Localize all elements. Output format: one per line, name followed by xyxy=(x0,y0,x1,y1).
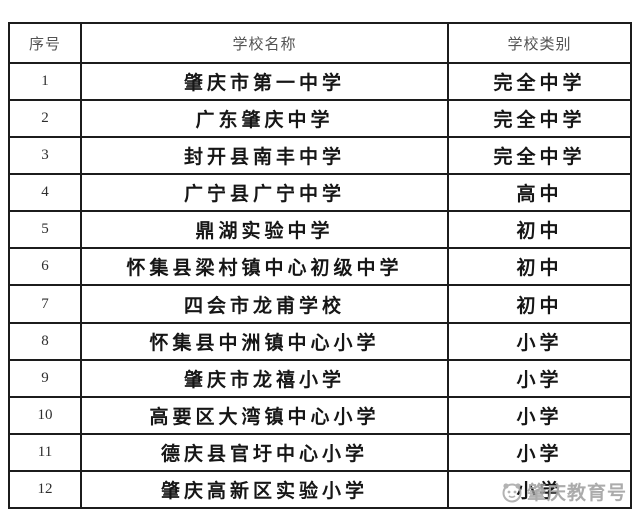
school-category-cell: 完全中学 xyxy=(447,99,632,139)
school-name-cell: 德庆县官圩中心小学 xyxy=(80,432,449,472)
row-number-cell: 5 xyxy=(8,210,82,250)
row-number-cell: 3 xyxy=(8,136,82,176)
school-category-cell: 小学 xyxy=(447,358,632,398)
table-row: 8 怀集县中洲镇中心小学 小学 xyxy=(8,321,632,361)
school-name-cell: 四会市龙甫学校 xyxy=(80,284,449,324)
school-name-cell: 广东肇庆中学 xyxy=(80,99,449,139)
school-name-cell: 鼎湖实验中学 xyxy=(80,210,449,250)
row-number-cell: 9 xyxy=(8,358,82,398)
school-category-cell: 完全中学 xyxy=(447,61,632,102)
table-row: 11 德庆县官圩中心小学 小学 xyxy=(8,432,632,472)
row-number-cell: 12 xyxy=(8,469,82,510)
table-row: 5 鼎湖实验中学 初中 xyxy=(8,210,632,250)
school-category-cell: 完全中学 xyxy=(447,136,632,176)
school-table: 序号 学校名称 学校类别 1 肇庆市第一中学 完全中学 2 广东肇庆中学 完全中学 3 封开县… xyxy=(8,22,632,510)
table-row: 4 广宁县广宁中学 高中 xyxy=(8,173,632,213)
table-row: 12 肇庆高新区实验小学 小学 xyxy=(8,469,632,510)
school-category-cell: 初中 xyxy=(447,210,632,250)
school-category-cell: 小学 xyxy=(447,469,632,510)
row-number-cell: 11 xyxy=(8,432,82,472)
school-name-cell: 广宁县广宁中学 xyxy=(80,173,449,213)
row-number-cell: 6 xyxy=(8,247,82,287)
header-row: 序号 学校名称 学校类别 xyxy=(8,22,632,64)
table-row: 9 肇庆市龙禧小学 小学 xyxy=(8,358,632,398)
table-row: 3 封开县南丰中学 完全中学 xyxy=(8,136,632,176)
row-number-cell: 10 xyxy=(8,395,82,435)
table-row: 6 怀集县梁村镇中心初级中学 初中 xyxy=(8,247,632,287)
table-row: 1 肇庆市第一中学 完全中学 xyxy=(8,61,632,102)
column-header-num: 序号 xyxy=(8,22,82,64)
table-row: 10 高要区大湾镇中心小学 小学 xyxy=(8,395,632,435)
school-category-cell: 小学 xyxy=(447,432,632,472)
row-number-cell: 4 xyxy=(8,173,82,213)
school-category-cell: 初中 xyxy=(447,247,632,287)
row-number-cell: 1 xyxy=(8,61,82,102)
school-category-cell: 高中 xyxy=(447,173,632,213)
school-name-cell: 怀集县梁村镇中心初级中学 xyxy=(80,247,449,287)
row-number-cell: 7 xyxy=(8,284,82,324)
column-header-category: 学校类别 xyxy=(447,22,632,64)
table-row: 2 广东肇庆中学 完全中学 xyxy=(8,99,632,139)
school-category-cell: 小学 xyxy=(447,321,632,361)
school-name-cell: 肇庆市龙禧小学 xyxy=(80,358,449,398)
school-name-cell: 肇庆市第一中学 xyxy=(80,61,449,102)
column-header-name: 学校名称 xyxy=(80,22,449,64)
school-category-cell: 初中 xyxy=(447,284,632,324)
row-number-cell: 8 xyxy=(8,321,82,361)
table-row: 7 四会市龙甫学校 初中 xyxy=(8,284,632,324)
school-name-cell: 怀集县中洲镇中心小学 xyxy=(80,321,449,361)
school-name-cell: 高要区大湾镇中心小学 xyxy=(80,395,449,435)
school-category-cell: 小学 xyxy=(447,395,632,435)
school-name-cell: 封开县南丰中学 xyxy=(80,136,449,176)
school-name-cell: 肇庆高新区实验小学 xyxy=(80,469,449,510)
row-number-cell: 2 xyxy=(8,99,82,139)
